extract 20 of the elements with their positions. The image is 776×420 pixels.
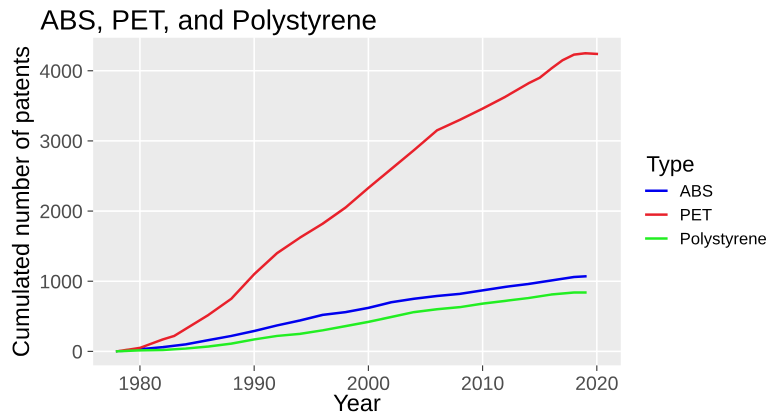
y-tick-label: 1000 [40, 274, 82, 288]
x-tick-label: 1980 [120, 376, 161, 390]
legend-label: PET [681, 208, 712, 220]
line-series [116, 291, 587, 353]
y-tick-label: 0 [72, 344, 82, 359]
legend-label: Polystyrene [681, 232, 766, 248]
x-tick-label: 2010 [462, 376, 504, 390]
x-tick-label: 2020 [576, 376, 618, 390]
line-series [116, 52, 598, 353]
x-tick-label: 1990 [234, 376, 276, 390]
x-axis-title: Year [334, 394, 380, 412]
chart-title: ABS, PET, and Polystyrene [40, 9, 376, 36]
legend-label: ABS [680, 184, 712, 197]
line-series [116, 275, 587, 353]
y-tick-label: 3000 [40, 134, 82, 148]
x-tick-label: 2000 [348, 376, 390, 390]
legend-title: Type [646, 156, 694, 176]
y-tick-label: 2000 [40, 204, 82, 218]
y-axis-title: Cumulated number of patents [12, 46, 34, 356]
y-tick-label: 4000 [40, 64, 82, 78]
